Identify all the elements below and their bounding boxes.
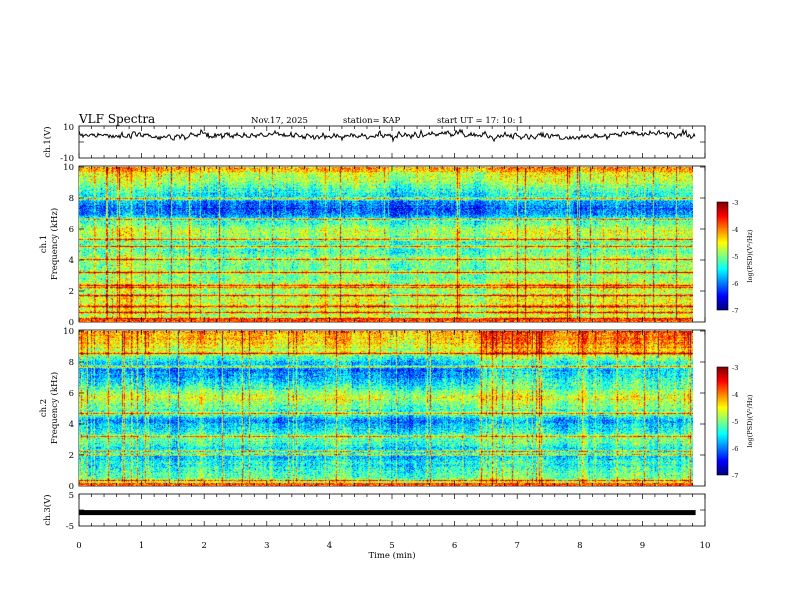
ch2-spectrogram-ticks [78, 330, 706, 486]
xtick-0: 0 [76, 541, 81, 551]
ch1-colorbar-tick-m3: -3 [732, 199, 738, 207]
ch1-freq-tick-4: 4 [69, 256, 74, 266]
header-date: Nov.17, 2025 [251, 116, 308, 126]
ch2-colorbar-tick-m5: -5 [732, 418, 738, 426]
ch1-colorbar-tick-m6: -6 [732, 280, 738, 288]
ch2-freq-tick-8: 8 [69, 358, 74, 368]
xtick-7: 7 [514, 541, 519, 551]
xtick-9: 9 [640, 541, 645, 551]
ch1-spectrogram-panel: 0 2 4 6 8 10 ch.1 Frequency (kHz) [39, 163, 706, 328]
ch1-spectrogram-ylabel-line1: ch.1 [39, 235, 49, 253]
ch3-waveform-panel: 5 -5 ch.3(V) [42, 491, 706, 532]
xtick-2: 2 [201, 541, 206, 551]
ch2-spectrogram-ylabel-line1: ch.2 [39, 399, 49, 417]
ch2-colorbar-tick-m6: -6 [732, 445, 738, 453]
xtick-4: 4 [327, 541, 332, 551]
ch2-freq-tick-6: 6 [69, 389, 74, 399]
header-station: station= KAP [343, 116, 401, 126]
ch2-colorbar: -3 -4 -5 -6 -7 log(PSD)(V²/Hz) [716, 364, 754, 480]
ch3-ytick-top: 5 [69, 491, 74, 501]
ch1-ytick-bottom: -10 [60, 154, 74, 164]
ch1-waveform-ylabel: ch.1(V) [42, 126, 53, 157]
figure-title: VLF Spectra [78, 112, 155, 126]
ch1-spectrogram-ylabel-line2: Frequency (kHz) [49, 208, 60, 280]
time-axis: 0 1 2 3 4 5 6 7 8 9 10 Time (min) [76, 541, 710, 561]
header-start-time: start UT = 17: 10: 1 [437, 116, 524, 126]
ch2-freq-tick-0: 0 [69, 482, 74, 492]
ch1-colorbar-tick-m5: -5 [732, 253, 738, 261]
ch1-colorbar-image [717, 202, 728, 310]
ch1-freq-tick-8: 8 [69, 194, 74, 204]
ch1-spectrogram-ticks [78, 166, 706, 322]
ch3-ytick-bottom: -5 [66, 522, 74, 532]
ch3-waveform-line [79, 510, 696, 516]
ch1-freq-tick-6: 6 [69, 225, 74, 235]
ch1-colorbar-label: log(PSD)(V²/Hz) [746, 229, 754, 282]
ch1-ytick-top: 10 [63, 123, 74, 133]
ch3-waveform-ylabel: ch.3(V) [42, 494, 53, 525]
ch2-freq-tick-4: 4 [69, 420, 74, 430]
ch2-colorbar-image [717, 367, 728, 475]
xtick-1: 1 [139, 541, 144, 551]
ch2-freq-tick-10: 10 [63, 327, 74, 337]
ch1-waveform-line [78, 128, 696, 143]
xtick-6: 6 [452, 541, 457, 551]
ch3-waveform-ticks [78, 494, 706, 526]
ch2-colorbar-frame [716, 366, 729, 476]
ch1-spectrogram-image [79, 167, 693, 322]
ch1-colorbar-frame [716, 201, 729, 311]
ch1-freq-tick-10: 10 [63, 163, 74, 173]
ch1-colorbar: -3 -4 -5 -6 -7 log(PSD)(V²/Hz) [716, 199, 754, 315]
xtick-8: 8 [577, 541, 582, 551]
ch1-waveform-panel: 10 -10 ch.1(V) [42, 123, 706, 164]
ch1-freq-tick-2: 2 [69, 287, 74, 297]
ch2-colorbar-label: log(PSD)(V²/Hz) [746, 394, 754, 447]
ch1-freq-tick-0: 0 [69, 318, 74, 328]
ch2-colorbar-tick-m7: -7 [732, 472, 738, 480]
x-axis-label: Time (min) [368, 550, 415, 561]
xtick-10: 10 [700, 541, 711, 551]
ch2-colorbar-tick-m4: -4 [732, 391, 738, 399]
ch2-freq-tick-2: 2 [69, 451, 74, 461]
ch2-spectrogram-ylabel-line2: Frequency (kHz) [49, 372, 60, 444]
ch2-spectrogram-panel: 0 2 4 6 8 10 ch.2 Frequency (kHz) [39, 327, 706, 492]
ch2-spectrogram-image [79, 331, 693, 486]
ch1-waveform-ticks [78, 126, 706, 158]
ch2-colorbar-tick-m3: -3 [732, 364, 738, 372]
xtick-3: 3 [264, 541, 269, 551]
ch1-colorbar-tick-m4: -4 [732, 226, 738, 234]
ch1-colorbar-tick-m7: -7 [732, 307, 738, 315]
xtick-5: 5 [389, 541, 394, 551]
